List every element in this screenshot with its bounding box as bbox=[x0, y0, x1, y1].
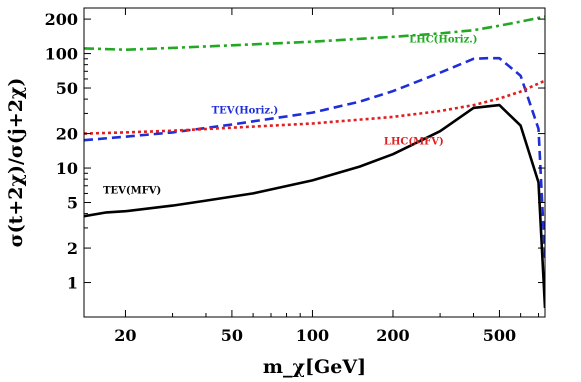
y-tick-label: 2 bbox=[67, 239, 78, 258]
y-tick-label: 50 bbox=[56, 79, 78, 98]
x-tick-label: 100 bbox=[296, 326, 329, 345]
series-label: TEV(Horiz.) bbox=[212, 105, 279, 116]
y-axis-title: σ(t+2χ)/σ(j+2χ) bbox=[5, 78, 27, 248]
series-label: TEV(MFV) bbox=[103, 185, 161, 196]
x-tick-label: 50 bbox=[221, 326, 243, 345]
y-tick-label: 200 bbox=[45, 10, 78, 29]
y-tick-label: 20 bbox=[56, 125, 78, 144]
series-line-tev-mfv bbox=[84, 103, 545, 308]
x-tick-label: 500 bbox=[483, 326, 516, 345]
x-axis-title: m_χ[GeV] bbox=[263, 356, 366, 378]
series-line-tev-horiz bbox=[84, 56, 545, 260]
series-layer bbox=[84, 15, 545, 308]
plot-frame bbox=[83, 7, 546, 318]
y-tick-label: 100 bbox=[45, 45, 78, 64]
series-labels: TEV(MFV) TEV(Horiz.) LHC(MFV) LHC(Horiz.) bbox=[103, 34, 477, 196]
series-line-lhc-horiz bbox=[84, 15, 545, 51]
series-line-lhc-mfv bbox=[84, 79, 545, 135]
x-tick-label: 20 bbox=[114, 326, 136, 345]
axis-ticks: 20 50 100 200 500 1 2 5 10 20 50 100 200 bbox=[45, 8, 545, 345]
y-tick-label: 1 bbox=[67, 274, 78, 293]
y-tick-label: 5 bbox=[67, 194, 78, 213]
series-label: LHC(MFV) bbox=[384, 137, 444, 148]
series-label: LHC(Horiz.) bbox=[409, 34, 477, 45]
x-tick-label: 200 bbox=[376, 326, 409, 345]
y-tick-label: 10 bbox=[56, 159, 78, 178]
